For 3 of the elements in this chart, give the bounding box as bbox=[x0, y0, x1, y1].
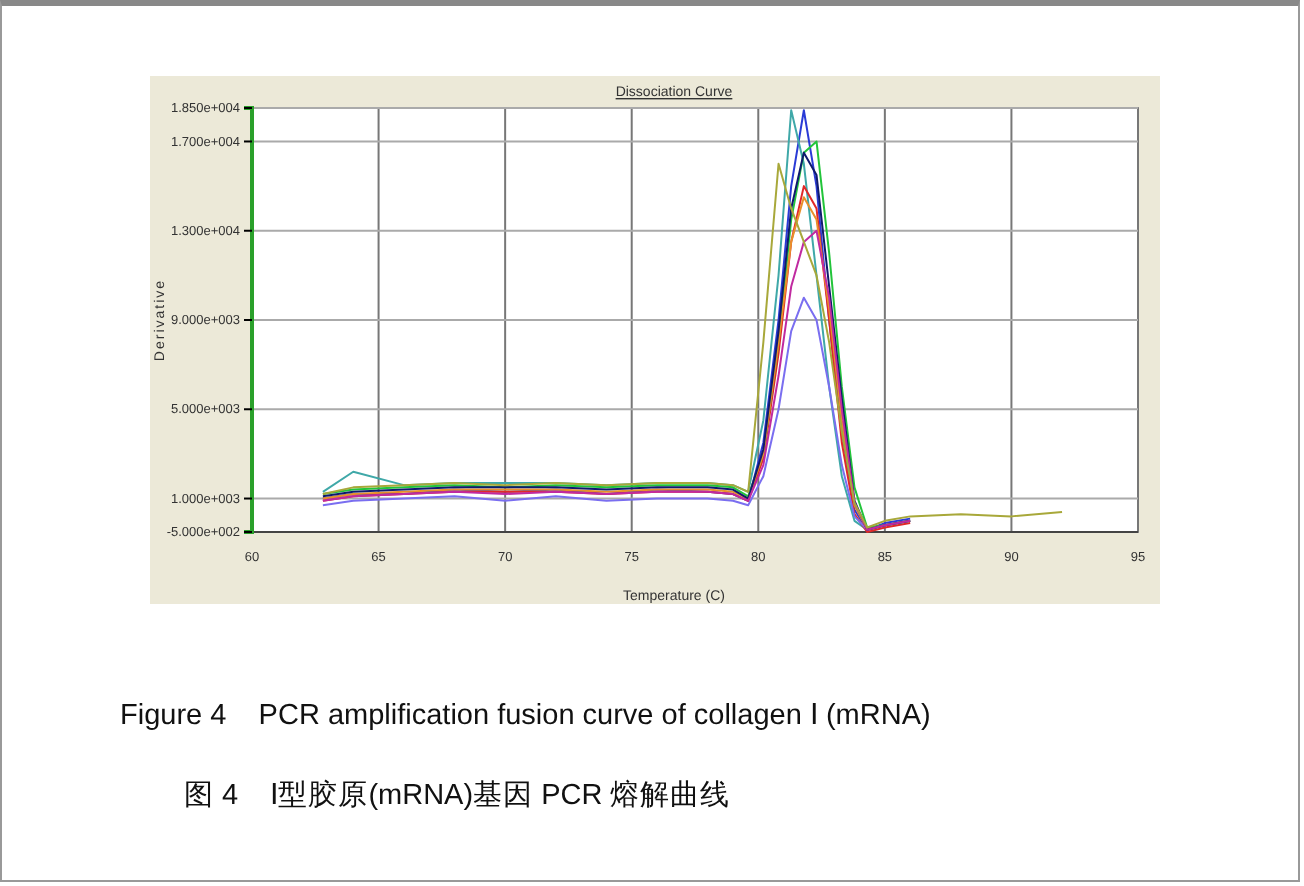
line-series bbox=[321, 162, 1064, 529]
caption: Figure 4 PCR amplification fusion curve of collagen Ⅰ (mRNA) bbox=[120, 698, 933, 734]
caption: 图 4 Ⅰ型胶原(mRNA)基因 PCR 熔解曲线 bbox=[184, 778, 733, 814]
